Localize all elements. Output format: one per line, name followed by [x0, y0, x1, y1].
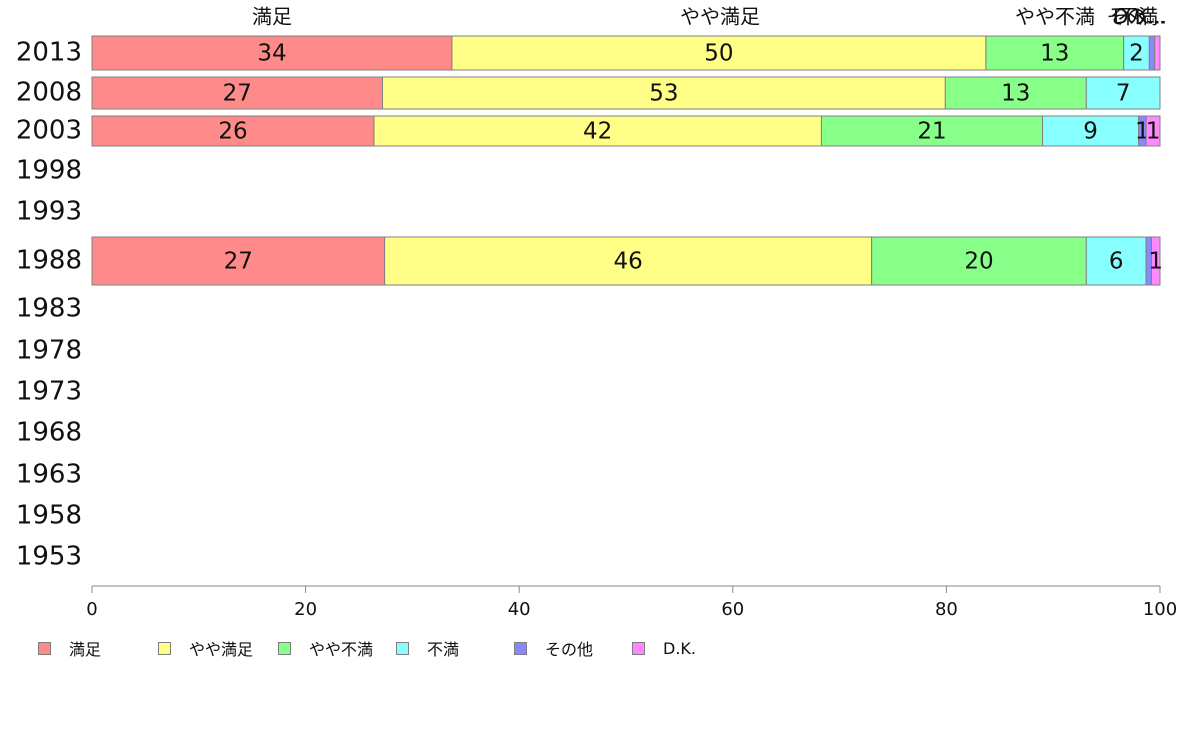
legend-item: 満足 [38, 636, 101, 660]
x-tick-label: 0 [86, 599, 97, 620]
category-label: 1998 [16, 156, 82, 186]
bar-segment [91, 115, 375, 147]
x-tick-label: 40 [508, 599, 531, 620]
bar-segment [1148, 35, 1156, 71]
legend-swatch [396, 641, 409, 655]
bar-segment [91, 236, 386, 286]
legend-item: その他 [514, 636, 593, 660]
category-label: 1963 [16, 460, 82, 490]
bar-segment [1154, 35, 1161, 71]
bar-segment [871, 236, 1087, 286]
series-top-label: やや不満 [1015, 5, 1095, 29]
bar-segment [1085, 76, 1161, 110]
legend-label: その他 [545, 640, 594, 659]
bar-segment [944, 76, 1087, 110]
legend-swatch [514, 641, 527, 655]
series-top-label: やや満足 [680, 5, 760, 29]
bar-segment [1042, 115, 1140, 147]
legend-swatch [632, 641, 645, 655]
legend-label: D.K. [663, 638, 696, 658]
legend-swatch [158, 641, 171, 655]
series-top-label: その... [1106, 5, 1165, 29]
category-label: 1983 [16, 294, 82, 324]
data-label: 6 [1109, 249, 1124, 275]
x-tick-label: 60 [721, 599, 744, 620]
data-label: 13 [1040, 41, 1069, 67]
data-label: 27 [223, 81, 252, 107]
category-label: 1993 [16, 197, 82, 227]
bar-segment [1150, 236, 1161, 286]
legend-item: 不満 [396, 636, 459, 660]
series-top-label: D.K... [1113, 5, 1167, 29]
category-label: 1988 [16, 246, 82, 276]
category-label: 2008 [16, 78, 82, 108]
legend-label: やや不満 [309, 640, 374, 659]
bar-segment [91, 35, 453, 71]
data-label: 1 [1146, 119, 1161, 145]
x-tick-label: 100 [1143, 599, 1177, 620]
x-tick-label: 20 [294, 599, 317, 620]
data-label: 53 [649, 81, 678, 107]
bar-segment [1123, 35, 1150, 71]
category-label: 1973 [16, 377, 82, 407]
data-label: 46 [613, 249, 642, 275]
category-label: 1953 [16, 542, 82, 572]
data-label: 20 [964, 249, 993, 275]
series-top-label: 不満 [1118, 5, 1158, 29]
category-label: 2013 [16, 38, 82, 68]
category-label: 1958 [16, 501, 82, 531]
category-label: 2003 [16, 116, 82, 146]
data-label: 34 [257, 41, 286, 67]
bar-segment [1085, 236, 1147, 286]
data-label: 42 [583, 119, 612, 145]
data-label: 9 [1083, 119, 1098, 145]
bar-segment [384, 236, 873, 286]
category-label: 1978 [16, 336, 82, 366]
legend-item: やや満足 [158, 636, 253, 660]
legend-item: やや不満 [278, 636, 373, 660]
legend-label: やや満足 [189, 640, 254, 659]
data-label: 13 [1001, 81, 1030, 107]
legend-label: 満足 [69, 640, 102, 659]
data-label: 2 [1129, 41, 1144, 67]
legend-label: 不満 [427, 640, 460, 659]
series-top-label: 満足 [252, 5, 292, 29]
bar-segment [820, 115, 1044, 147]
bar-segment [373, 115, 822, 147]
legend-item: D.K. [632, 636, 696, 660]
data-label: 50 [704, 41, 733, 67]
data-label: 27 [224, 249, 253, 275]
data-label: 7 [1116, 81, 1131, 107]
legend-swatch [38, 641, 51, 655]
bar-segment [381, 76, 946, 110]
legend-swatch [278, 641, 291, 655]
category-label: 1968 [16, 418, 82, 448]
x-tick-label: 80 [935, 599, 958, 620]
data-label: 26 [218, 119, 247, 145]
bar-segment [1145, 115, 1161, 147]
data-label: 1 [1148, 249, 1163, 275]
data-label: 21 [917, 119, 946, 145]
bar-segment [91, 76, 383, 110]
